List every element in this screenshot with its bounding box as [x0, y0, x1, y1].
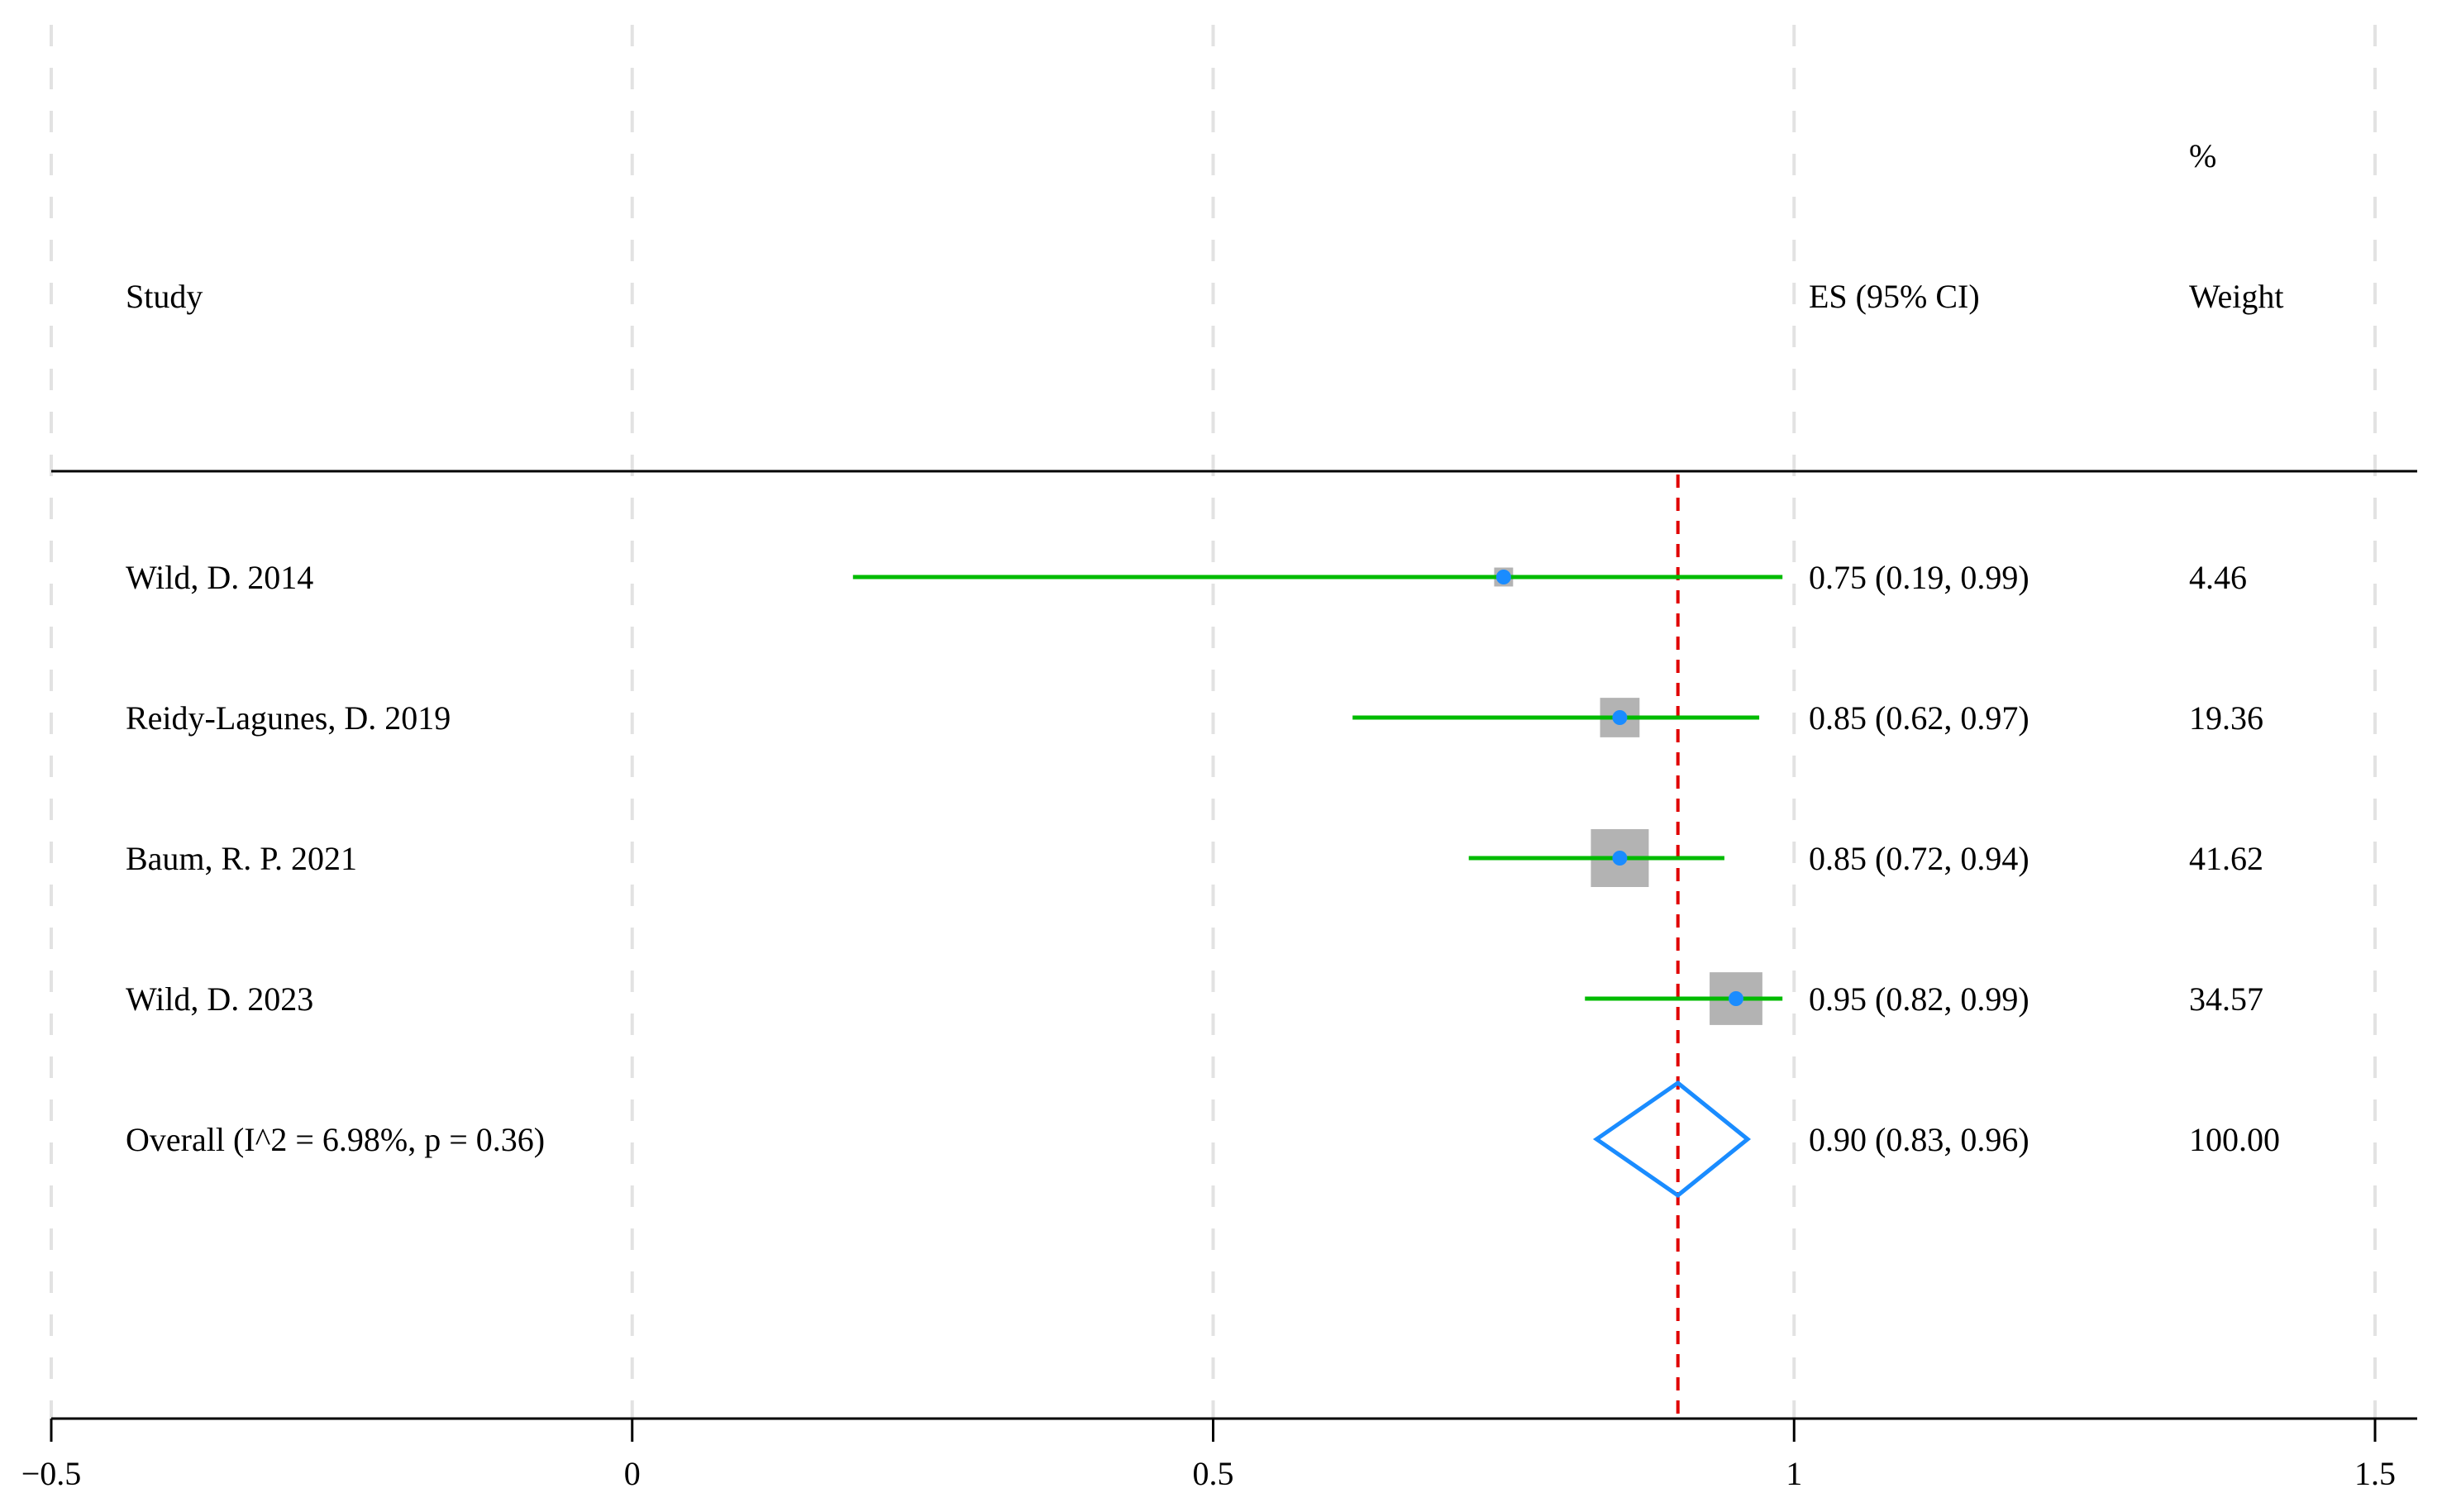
es-ci-value: 0.85 (0.62, 0.97): [1809, 699, 2029, 737]
weight-header: Weight: [2189, 278, 2284, 315]
study-row: Reidy-Lagunes, D. 2019 0.85 (0.62, 0.97) 1…: [126, 698, 2263, 737]
es-ci-value: 0.85 (0.72, 0.94): [1809, 840, 2029, 877]
study-row: Wild, D. 2014 0.75 (0.19, 0.99) 4.46: [126, 559, 2247, 596]
x-tick-label: 0.5: [1193, 1455, 1234, 1492]
weight-value: 19.36: [2189, 699, 2263, 737]
overall-row: Overall (I^2 = 6.98%, p = 0.36) 0.90 (0.8…: [126, 1080, 2280, 1199]
study-label: Reidy-Lagunes, D. 2019: [126, 699, 451, 737]
study-label: Wild, D. 2014: [126, 559, 313, 596]
es-header: ES (95% CI): [1809, 278, 1980, 315]
overall-label: Overall (I^2 = 6.98%, p = 0.36): [126, 1121, 545, 1158]
study-rows: Wild, D. 2014 0.75 (0.19, 0.99) 4.46 Reidy-…: [126, 475, 2280, 1419]
es-ci-value: 0.75 (0.19, 0.99): [1809, 559, 2029, 596]
overall-es-ci-value: 0.90 (0.83, 0.96): [1809, 1121, 2029, 1158]
x-tick-label: 1: [1786, 1455, 1802, 1492]
effect-size-point: [1495, 570, 1511, 584]
effect-size-point: [1612, 710, 1628, 725]
x-tick-label: 1.5: [2354, 1455, 2396, 1492]
weight-header-percent: %: [2189, 137, 2216, 174]
study-label: Baum, R. P. 2021: [126, 840, 357, 877]
x-tick-label: 0: [624, 1455, 641, 1492]
study-row: Baum, R. P. 2021 0.85 (0.72, 0.94) 41.62: [126, 829, 2263, 887]
weight-value: 4.46: [2189, 559, 2247, 596]
x-axis: −0.5 0 0.5 1 1.5: [21, 1417, 2417, 1492]
weight-value: 34.57: [2189, 980, 2263, 1018]
grid-layer: [50, 25, 2377, 1419]
x-tick-label: −0.5: [21, 1455, 82, 1492]
es-ci-value: 0.95 (0.82, 0.99): [1809, 980, 2029, 1018]
overall-weight-value: 100.00: [2189, 1121, 2280, 1158]
study-label: Wild, D. 2023: [126, 980, 313, 1018]
study-row: Wild, D. 2023 0.95 (0.82, 0.99) 34.57: [126, 972, 2263, 1025]
weight-value: 41.62: [2189, 840, 2263, 877]
effect-size-point: [1728, 991, 1743, 1006]
effect-size-point: [1612, 851, 1628, 866]
overall-diamond: [1592, 1080, 1752, 1199]
study-header: Study: [126, 278, 203, 315]
